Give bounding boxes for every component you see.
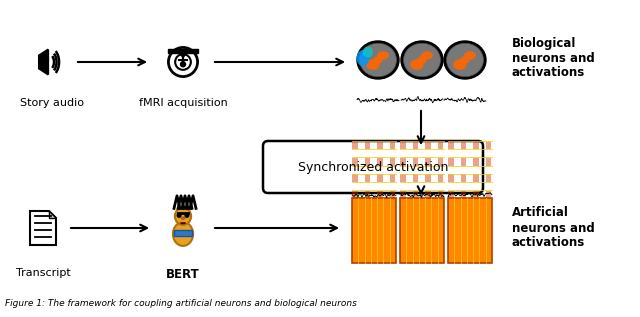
Ellipse shape — [410, 59, 424, 70]
Ellipse shape — [460, 56, 470, 64]
Ellipse shape — [363, 47, 373, 57]
Bar — [448, 198, 492, 263]
Bar — [438, 174, 444, 182]
Bar — [438, 158, 444, 165]
Ellipse shape — [444, 41, 486, 79]
Ellipse shape — [377, 51, 389, 60]
Ellipse shape — [357, 41, 399, 79]
Bar — [352, 174, 358, 182]
Bar — [400, 142, 406, 149]
Bar — [438, 142, 444, 149]
Bar — [486, 174, 492, 182]
Bar — [486, 191, 492, 198]
Bar — [400, 198, 444, 263]
Ellipse shape — [421, 51, 433, 60]
Bar — [473, 158, 479, 165]
Bar — [425, 158, 431, 165]
Bar — [365, 142, 371, 149]
Bar — [365, 174, 371, 182]
Bar — [461, 142, 467, 149]
Bar — [438, 191, 444, 198]
Ellipse shape — [401, 41, 443, 79]
Polygon shape — [49, 211, 56, 218]
Ellipse shape — [181, 217, 185, 219]
Circle shape — [177, 214, 181, 217]
Bar — [365, 191, 371, 198]
Bar — [486, 142, 492, 149]
Bar — [352, 191, 358, 198]
Bar — [174, 230, 192, 236]
Bar — [473, 191, 479, 198]
Bar — [390, 174, 396, 182]
Bar — [377, 142, 383, 149]
Bar — [377, 191, 383, 198]
Ellipse shape — [175, 208, 191, 225]
Bar — [365, 158, 371, 165]
Bar — [168, 49, 198, 53]
Text: fMRI acquisition: fMRI acquisition — [139, 98, 227, 108]
Ellipse shape — [417, 56, 427, 64]
Bar — [461, 174, 467, 182]
Ellipse shape — [360, 43, 397, 77]
Polygon shape — [30, 211, 56, 245]
Polygon shape — [39, 49, 48, 74]
Circle shape — [185, 214, 189, 217]
Ellipse shape — [404, 43, 440, 77]
Bar — [448, 174, 454, 182]
Ellipse shape — [453, 59, 467, 70]
Ellipse shape — [173, 222, 193, 246]
Ellipse shape — [356, 50, 369, 66]
Bar — [390, 191, 396, 198]
Ellipse shape — [373, 56, 383, 64]
Text: Transcript: Transcript — [15, 268, 70, 278]
Bar — [448, 191, 454, 198]
Bar — [390, 158, 396, 165]
Bar — [448, 158, 454, 165]
Bar — [377, 158, 383, 165]
Bar — [352, 198, 396, 263]
Circle shape — [180, 62, 186, 67]
Bar — [425, 174, 431, 182]
Ellipse shape — [366, 59, 380, 70]
Ellipse shape — [464, 51, 476, 60]
Bar — [413, 191, 419, 198]
Bar — [400, 174, 406, 182]
Text: Artificial
neurons and
activations: Artificial neurons and activations — [512, 206, 595, 249]
Text: Synchronized activation: Synchronized activation — [298, 160, 448, 173]
Bar — [473, 174, 479, 182]
Bar — [461, 191, 467, 198]
Bar — [377, 174, 383, 182]
Bar — [413, 158, 419, 165]
Bar — [448, 142, 454, 149]
Bar — [413, 142, 419, 149]
FancyBboxPatch shape — [263, 141, 483, 193]
Bar — [413, 174, 419, 182]
Text: Figure 1: The framework for coupling artificial neurons and biological neurons: Figure 1: The framework for coupling art… — [5, 299, 357, 308]
Bar — [425, 142, 431, 149]
Bar — [461, 158, 467, 165]
Bar — [400, 191, 406, 198]
Text: Biological
neurons and
activations: Biological neurons and activations — [512, 36, 595, 80]
Bar — [352, 158, 358, 165]
Bar — [352, 142, 358, 149]
Text: Story audio: Story audio — [20, 98, 84, 108]
Bar — [390, 142, 396, 149]
Bar — [473, 142, 479, 149]
Ellipse shape — [447, 43, 483, 77]
Bar — [400, 158, 406, 165]
Bar — [425, 191, 431, 198]
Bar — [486, 158, 492, 165]
Text: BERT: BERT — [166, 268, 200, 281]
